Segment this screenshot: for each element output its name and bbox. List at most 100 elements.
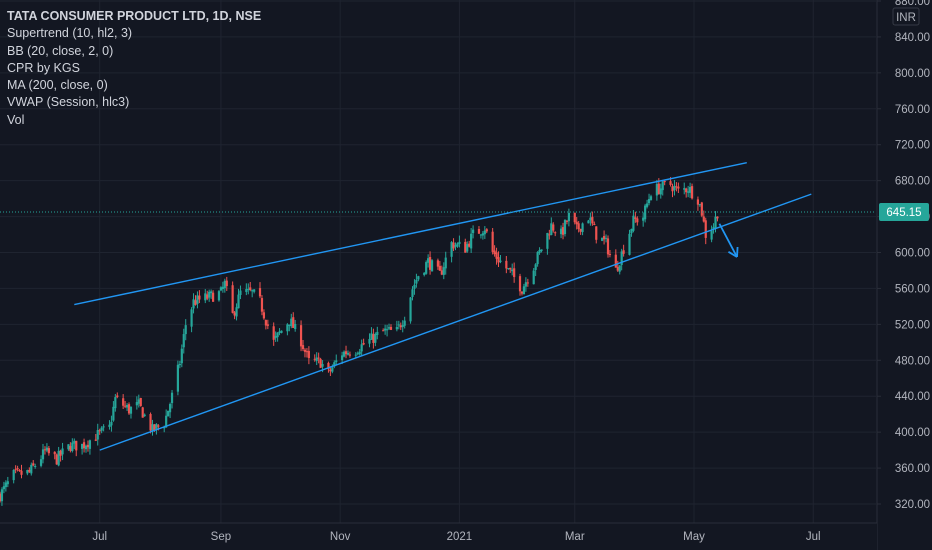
candle-body xyxy=(536,252,539,265)
candle-body xyxy=(274,335,277,339)
price-tick-label: 720.00 xyxy=(895,140,930,152)
candle-body xyxy=(116,395,119,398)
candle-body xyxy=(178,363,181,366)
candle-body xyxy=(45,447,49,451)
candle-body xyxy=(266,324,269,326)
price-tick-label: 880.00 xyxy=(895,0,930,8)
candle-body xyxy=(595,226,598,240)
indicator-cpr[interactable]: CPR by KGS xyxy=(7,60,80,75)
candle-body xyxy=(628,233,631,255)
indicator-vwap[interactable]: VWAP (Session, hlc3) xyxy=(7,95,130,110)
candlesticks xyxy=(0,177,719,506)
candle-body xyxy=(196,295,199,304)
candle-body xyxy=(303,349,307,352)
candle-body xyxy=(649,196,653,201)
candle-body xyxy=(335,360,338,363)
time-tick-label: 2021 xyxy=(447,531,473,543)
candle-body xyxy=(581,223,584,233)
candle-body xyxy=(192,299,195,309)
candle-body xyxy=(342,351,346,357)
candle-body xyxy=(683,188,686,190)
indicator-ma[interactable]: MA (200, close, 0) xyxy=(7,78,108,93)
candle-body xyxy=(497,257,500,263)
price-axis[interactable]: 880.00840.00800.00760.00720.00680.00640.… xyxy=(876,0,932,550)
candle-body xyxy=(112,406,115,421)
candle-body xyxy=(235,307,238,317)
indicator-supertrend[interactable]: Supertrend (10, hl2, 3) xyxy=(7,26,133,41)
candle-body xyxy=(714,216,717,228)
candle-body xyxy=(143,414,146,417)
candle-body xyxy=(219,287,223,291)
candle-body xyxy=(589,217,592,221)
candle-body xyxy=(427,258,430,263)
candle-body xyxy=(346,352,350,355)
candle-body xyxy=(57,450,60,466)
candle-body xyxy=(622,250,625,254)
candle-body xyxy=(552,224,555,231)
candle-body xyxy=(470,233,473,249)
trendline-upper-channel[interactable] xyxy=(74,161,747,306)
arrow-head xyxy=(736,246,739,258)
candle-body xyxy=(223,280,226,289)
indicator-bb[interactable]: BB (20, close, 2, 0) xyxy=(7,43,114,58)
candle-body xyxy=(687,191,690,193)
candle-body xyxy=(237,294,240,309)
candle-body xyxy=(55,454,58,465)
candle-body xyxy=(16,468,19,470)
time-tick-label: Jul xyxy=(92,531,107,543)
candle-body xyxy=(554,232,557,234)
candle-body xyxy=(14,469,17,471)
candle-body xyxy=(194,300,197,305)
candle-body xyxy=(358,351,361,355)
candle-body xyxy=(710,230,713,240)
currency-label[interactable]: INR xyxy=(892,7,920,26)
candle-body xyxy=(217,291,221,301)
candle-body xyxy=(700,202,703,216)
candle-body xyxy=(456,243,459,247)
candle-body xyxy=(53,451,56,455)
candle-body xyxy=(233,312,236,316)
candle-body xyxy=(645,203,649,207)
candle-body xyxy=(4,482,7,488)
candle-body xyxy=(155,424,158,429)
candle-body xyxy=(208,291,211,298)
candle-body xyxy=(524,282,527,287)
candle-body xyxy=(526,282,529,284)
candle-body xyxy=(294,323,297,330)
candle-body xyxy=(423,272,426,275)
candle-body xyxy=(399,325,402,328)
candle-body xyxy=(278,331,281,333)
candle-body xyxy=(368,338,371,344)
candle-body xyxy=(483,230,486,235)
candle-body xyxy=(32,463,35,466)
candle-body xyxy=(602,236,606,240)
trendlines[interactable] xyxy=(74,161,812,451)
time-axis[interactable]: Jul Sep Nov 2021 Mar May Jul xyxy=(0,522,877,550)
candle-body xyxy=(466,244,469,252)
candle-body xyxy=(12,469,15,481)
candle-body xyxy=(546,232,549,249)
arrow-head xyxy=(727,251,738,258)
candle-body xyxy=(442,267,445,275)
candle-body xyxy=(165,415,168,428)
time-tick-label: Nov xyxy=(330,531,351,543)
candle-body xyxy=(98,430,101,432)
candle-body xyxy=(69,446,72,451)
candle-body xyxy=(245,289,248,292)
candle-body xyxy=(716,216,719,219)
candle-body xyxy=(262,312,266,319)
trendline-lower-channel[interactable] xyxy=(99,193,812,451)
indicator-vol[interactable]: Vol xyxy=(7,112,25,127)
candle-body xyxy=(636,218,639,223)
candle-body xyxy=(559,228,563,235)
candle-body xyxy=(540,249,543,252)
symbol-title[interactable]: TATA CONSUMER PRODUCT LTD, 1D, NSE xyxy=(7,9,262,23)
candle-body xyxy=(41,449,45,460)
candle-body xyxy=(167,410,170,417)
candle-body xyxy=(712,227,715,230)
candle-body xyxy=(389,326,393,330)
candle-body xyxy=(307,350,310,359)
candle-body xyxy=(344,351,348,355)
candle-body xyxy=(81,443,84,449)
